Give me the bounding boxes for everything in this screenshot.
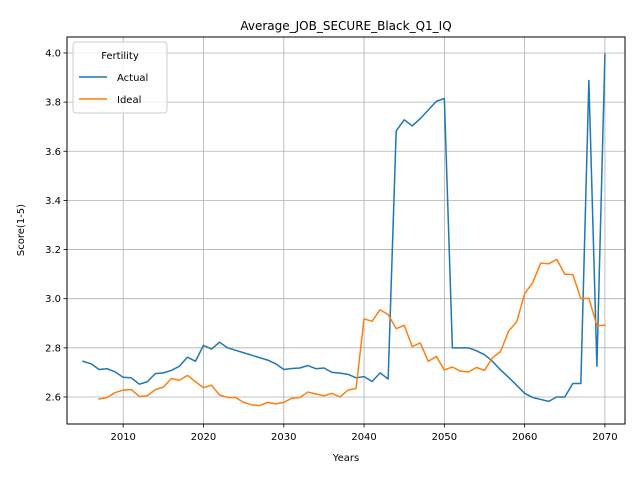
x-tick-label: 2060 — [512, 432, 537, 443]
y-tick-label: 3.6 — [45, 147, 61, 158]
y-tick-label: 3.4 — [45, 196, 61, 207]
y-tick-label: 3.8 — [45, 98, 61, 109]
x-tick-label: 2030 — [271, 432, 296, 443]
legend-title: Fertility — [101, 51, 139, 62]
x-tick-label: 2070 — [592, 432, 617, 443]
y-axis-label: Score(1-5) — [16, 204, 27, 256]
x-axis-label: Years — [332, 453, 359, 464]
x-tick-label: 2020 — [191, 432, 216, 443]
y-tick-label: 4.0 — [45, 48, 61, 59]
y-tick-label: 2.6 — [45, 392, 61, 403]
y-tick-label: 3.0 — [45, 294, 61, 305]
y-tick-label: 3.2 — [45, 245, 61, 256]
x-tick-label: 2050 — [432, 432, 457, 443]
chart-title: Average_JOB_SECURE_Black_Q1_IQ — [240, 19, 451, 33]
legend: Fertility Actual Ideal — [73, 42, 167, 113]
x-tick-label: 2040 — [351, 432, 376, 443]
legend-label-actual: Actual — [117, 73, 148, 84]
x-tick-label: 2010 — [110, 432, 135, 443]
legend-label-ideal: Ideal — [117, 95, 141, 106]
y-tick-label: 2.8 — [45, 343, 61, 354]
